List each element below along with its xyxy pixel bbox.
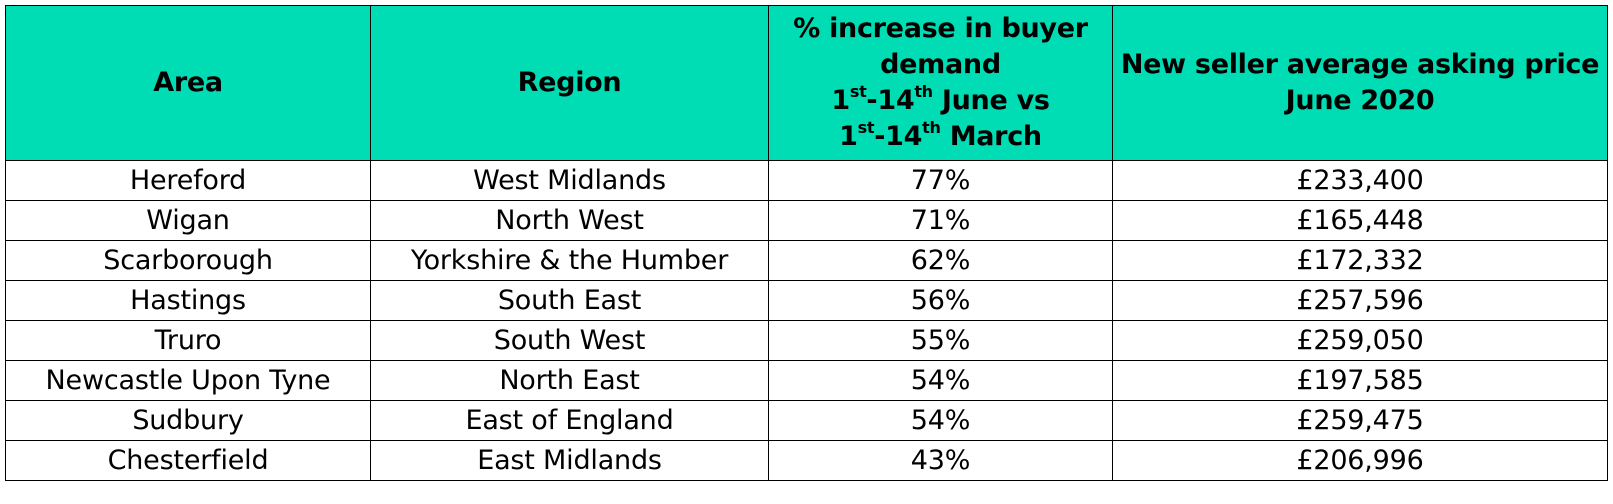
cell-area: Hastings	[5, 280, 371, 321]
cell-demand-increase: 77%	[768, 160, 1113, 201]
header-row: Area Region % increase in buyer demand 1…	[5, 5, 1608, 161]
header-region-label: Region	[517, 67, 622, 98]
header-area: Area	[5, 5, 371, 161]
table-row: Hereford West Midlands 77% £233,400	[5, 160, 1608, 201]
cell-area: Sudbury	[5, 400, 371, 441]
header-demand-line-3-sup-1: st	[849, 82, 867, 101]
header-demand-line-3-c: June vs	[932, 85, 1050, 116]
cell-asking-price: £259,050	[1112, 320, 1608, 361]
cell-region: North West	[370, 200, 769, 241]
cell-demand-increase: 62%	[768, 240, 1113, 281]
cell-demand-increase: 54%	[768, 400, 1113, 441]
cell-demand-increase: 56%	[768, 280, 1113, 321]
cell-area: Truro	[5, 320, 371, 361]
header-asking-price: New seller average asking price June 202…	[1112, 5, 1608, 161]
header-area-label: Area	[153, 67, 223, 98]
header-demand-line-4-sup-2: th	[922, 118, 941, 137]
table-row: Newcastle Upon Tyne North East 54% £197,…	[5, 360, 1608, 401]
table-row: Hastings South East 56% £257,596	[5, 280, 1608, 321]
header-demand-line-3: 1st-14th June vs	[773, 83, 1108, 119]
table-container: Area Region % increase in buyer demand 1…	[5, 5, 1608, 481]
header-demand-line-4-sup-1: st	[857, 118, 875, 137]
cell-demand-increase: 71%	[768, 200, 1113, 241]
cell-asking-price: £172,332	[1112, 240, 1608, 281]
header-region: Region	[370, 5, 769, 161]
table-body: Hereford West Midlands 77% £233,400 Wiga…	[5, 160, 1608, 481]
table-row: Truro South West 55% £259,050	[5, 320, 1608, 361]
cell-asking-price: £206,996	[1112, 440, 1608, 481]
header-demand-line-3-b: -14	[866, 85, 915, 116]
cell-asking-price: £257,596	[1112, 280, 1608, 321]
cell-area: Newcastle Upon Tyne	[5, 360, 371, 401]
header-price-line-2: June 2020	[1285, 85, 1435, 116]
cell-region: South West	[370, 320, 769, 361]
cell-asking-price: £165,448	[1112, 200, 1608, 241]
cell-area: Scarborough	[5, 240, 371, 281]
header-demand-line-3-sup-2: th	[914, 82, 933, 101]
header-demand-line-1: % increase in buyer	[793, 13, 1088, 44]
cell-region: North East	[370, 360, 769, 401]
cell-region: East of England	[370, 400, 769, 441]
cell-area: Chesterfield	[5, 440, 371, 481]
cell-asking-price: £259,475	[1112, 400, 1608, 441]
header-price-line-1: New seller average asking price	[1120, 49, 1600, 80]
cell-region: East Midlands	[370, 440, 769, 481]
table-row: Sudbury East of England 54% £259,475	[5, 400, 1608, 441]
cell-area: Wigan	[5, 200, 371, 241]
table-row: Chesterfield East Midlands 43% £206,996	[5, 440, 1608, 481]
header-demand-line-3-a: 1	[831, 85, 850, 116]
table-row: Scarborough Yorkshire & the Humber 62% £…	[5, 240, 1608, 281]
table-header: Area Region % increase in buyer demand 1…	[5, 5, 1608, 161]
cell-region: Yorkshire & the Humber	[370, 240, 769, 281]
cell-demand-increase: 54%	[768, 360, 1113, 401]
cell-asking-price: £197,585	[1112, 360, 1608, 401]
cell-demand-increase: 43%	[768, 440, 1113, 481]
cell-region: West Midlands	[370, 160, 769, 201]
header-demand-line-2: demand	[880, 49, 1001, 80]
cell-region: South East	[370, 280, 769, 321]
header-demand-line-4-c: March	[940, 121, 1042, 152]
buyer-demand-table: Area Region % increase in buyer demand 1…	[5, 5, 1608, 481]
header-demand-line-4: 1st-14th March	[773, 119, 1108, 155]
cell-demand-increase: 55%	[768, 320, 1113, 361]
header-demand-line-4-b: -14	[874, 121, 923, 152]
header-demand-increase: % increase in buyer demand 1st-14th June…	[768, 5, 1113, 161]
cell-area: Hereford	[5, 160, 371, 201]
table-row: Wigan North West 71% £165,448	[5, 200, 1608, 241]
cell-asking-price: £233,400	[1112, 160, 1608, 201]
header-demand-line-4-a: 1	[839, 121, 858, 152]
